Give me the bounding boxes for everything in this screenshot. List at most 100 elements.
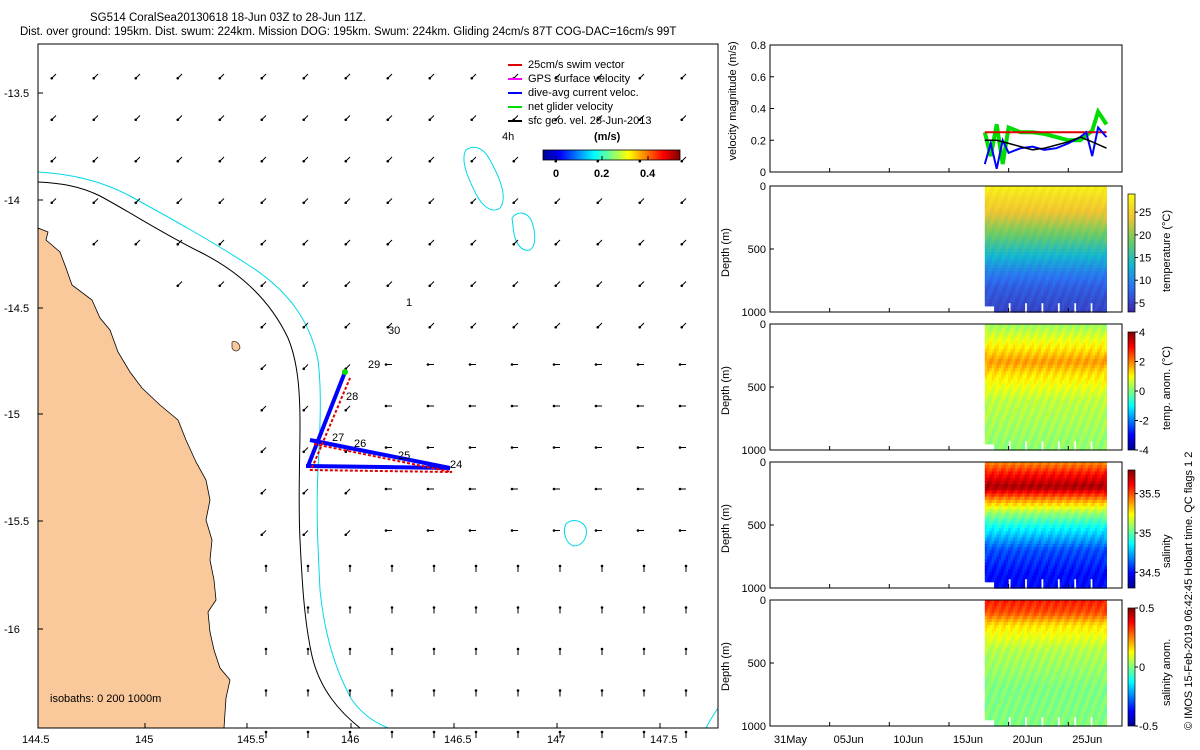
heatmap-cell [1094,289,1098,294]
current-vector-head [594,487,598,491]
heatmap-cell [1052,383,1056,388]
heatmap-cell [1092,434,1096,439]
heatmap-cell [1094,277,1098,282]
heatmap-cell [1104,358,1107,363]
heatmap-cell [1092,324,1096,328]
heatmap-cell [1083,431,1086,435]
heatmap-cell [996,236,1000,241]
heatmap-cell [1041,189,1044,193]
heatmap-cell [1050,387,1054,391]
heatmap-cell [998,509,1002,514]
heatmap-cell [1059,226,1063,231]
heatmap-cell [1001,493,1005,498]
heatmap-cell [1080,283,1084,288]
heatmap-cell [1043,242,1047,247]
current-vector-head [516,647,520,651]
heatmap-cell [1080,305,1084,310]
heatmap-cell [998,399,1002,404]
heatmap-cell [1048,289,1051,294]
heatmap-cell [1012,293,1016,297]
heatmap-cell [1048,217,1051,222]
heatmap-cell [1031,358,1035,363]
heatmap-cell [987,261,990,266]
heatmap-cell [998,330,1002,335]
heatmap-cell [1026,424,1030,429]
heatmap-cell [1022,383,1026,388]
heatmap-cell [996,499,1000,504]
heatmap-cell [1057,437,1061,442]
heatmap-cell [1094,242,1098,247]
heatmap-cell [1043,204,1047,209]
heatmap-cell [987,437,990,442]
current-vector-head [558,730,562,734]
current-vector-head [512,284,516,288]
heatmap-cell [1094,437,1098,442]
heatmap-cell [1022,280,1026,285]
current-vector-head [638,325,642,329]
heatmap-cell [1059,330,1063,335]
panel-colorbar [1127,331,1136,451]
heatmap-cell [1031,277,1035,282]
heatmap-cell [1019,308,1023,313]
heatmap-cell [1101,230,1105,234]
heatmap-cell [1017,418,1021,423]
heatmap-cell [1090,201,1093,206]
heatmap-cell [1036,383,1040,388]
heatmap-cell [1099,267,1103,272]
heatmap-cell [1010,346,1014,350]
heatmap-cell [998,274,1002,278]
heatmap-cell [1010,418,1014,423]
heatmap-cell [1029,302,1033,307]
heatmap-cell [1012,286,1016,291]
heatmap-cell [1012,267,1016,272]
heatmap-cell [1059,390,1063,394]
heatmap-cell [1073,342,1077,347]
heatmap-cell [1076,214,1079,219]
heatmap-cell [1083,377,1086,382]
heatmap-cell [989,286,993,291]
heatmap-cell [1019,387,1023,391]
heatmap-cell [1050,293,1054,297]
heatmap-cell [1043,245,1047,250]
heatmap-cell [998,324,1002,328]
heatmap-cell [1066,201,1070,206]
heatmap-cell [1012,374,1016,379]
heatmap-cell [984,364,988,369]
heatmap-cell [1064,198,1068,203]
heatmap-cell [1076,305,1079,310]
heatmap-cell [1005,286,1009,291]
heatmap-cell [996,349,1000,353]
heatmap-cell [1066,223,1070,228]
heatmap-cell [996,502,1000,507]
heatmap-cell [1017,434,1021,439]
heatmap-cell [1045,371,1049,376]
heatmap-cell [989,537,993,542]
heatmap-cell [1008,186,1012,190]
heatmap-cell [1092,405,1096,410]
heatmap-cell [1019,437,1023,442]
heatmap-cell [1059,424,1063,429]
heatmap-cell [1090,186,1093,190]
heatmap-cell [1057,280,1061,285]
heatmap-cell [987,474,990,479]
heatmap-cell [994,226,997,231]
heatmap-cell [989,506,993,510]
heatmap-cell [1083,434,1086,439]
heatmap-cell [1048,277,1051,282]
heatmap-cell [1064,233,1068,238]
heatmap-cell [1097,223,1100,228]
heatmap-cell [1005,342,1009,347]
heatmap-cell [1041,214,1044,219]
heatmap-cell [1045,364,1049,369]
current-vector-head [678,446,682,449]
heatmap-cell [1015,208,1019,212]
heatmap-cell [998,217,1002,222]
heatmap-cell [1001,226,1005,231]
heatmap-cell [1001,399,1005,404]
heatmap-cell [1062,399,1065,404]
heatmap-cell [1010,336,1014,341]
current-vector-head [516,730,520,734]
heatmap-cell [1097,440,1100,445]
heatmap-cell [994,220,997,225]
heatmap-cell [1080,308,1084,313]
